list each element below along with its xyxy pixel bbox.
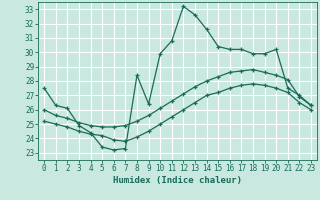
X-axis label: Humidex (Indice chaleur): Humidex (Indice chaleur) — [113, 176, 242, 185]
